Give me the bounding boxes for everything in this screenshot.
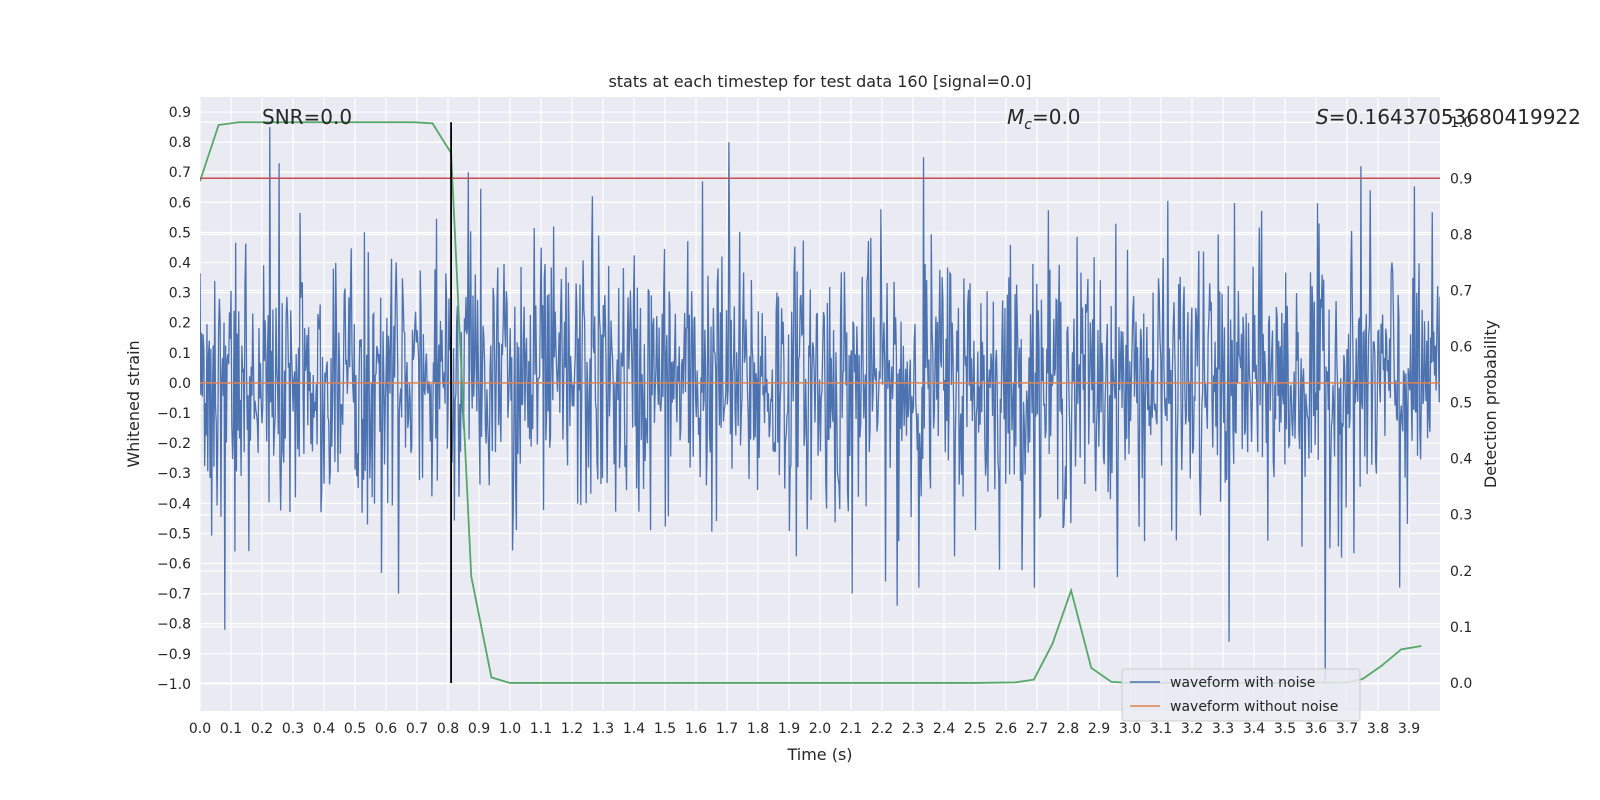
y-tick-label: −0.9 <box>157 647 191 663</box>
y-tick-label: −0.2 <box>157 436 191 452</box>
y-tick-label: −1.0 <box>157 677 191 693</box>
y-tick-label: −0.8 <box>157 617 191 633</box>
score-annotation: S=0.16437053680419922 <box>1316 105 1581 129</box>
y-tick-label: −0.6 <box>157 557 191 573</box>
x-tick-label: 2.6 <box>995 721 1017 737</box>
x-tick-label: 3.5 <box>1274 721 1296 737</box>
y2-tick-label: 1.0 <box>1450 115 1472 131</box>
y-tick-label: 0.6 <box>169 195 191 211</box>
x-tick-label: 0.0 <box>189 721 211 737</box>
x-axis-label: Time (s) <box>786 745 852 764</box>
x-tick-label: 0.1 <box>220 721 242 737</box>
x-tick-label: 3.6 <box>1305 721 1327 737</box>
y-tick-label: −0.3 <box>157 466 191 482</box>
x-tick-label: 3.2 <box>1181 721 1203 737</box>
y2-tick-label: 0.2 <box>1450 564 1472 580</box>
y2-tick-label: 0.8 <box>1450 227 1472 243</box>
x-tick-label: 1.3 <box>592 721 614 737</box>
x-tick-label: 1.6 <box>685 721 707 737</box>
y2-tick-label: 0.6 <box>1450 340 1472 356</box>
y-tick-label: 0.3 <box>169 286 191 302</box>
x-tick-label: 0.4 <box>313 721 335 737</box>
legend-label-clean: waveform without noise <box>1170 699 1338 715</box>
score-symbol: S <box>1316 105 1329 129</box>
y2-tick-label: 0.3 <box>1450 508 1472 524</box>
y2-axis-label: Detection probability <box>1481 320 1500 488</box>
y2-tick-labels: 1.0 0.9 0.8 0.7 0.6 0.5 0.4 0.3 0.2 0.1 0.0 <box>1450 115 1472 692</box>
y-tick-label: −0.7 <box>157 587 191 603</box>
y2-tick-label: 0.9 <box>1450 171 1472 187</box>
chart-title: stats at each timestep for test data 160… <box>608 72 1031 91</box>
chirp-mass-annotation: Mc=0.0 <box>1007 105 1081 133</box>
x-tick-label: 3.4 <box>1243 721 1265 737</box>
legend-label-noise: waveform with noise <box>1170 675 1315 691</box>
y-tick-label: 0.2 <box>169 316 191 332</box>
x-tick-label: 0.5 <box>344 721 366 737</box>
y-tick-label: −0.4 <box>157 496 191 512</box>
x-tick-label: 0.2 <box>251 721 273 737</box>
y2-tick-label: 0.0 <box>1450 676 1472 692</box>
legend: waveform with noise waveform without noi… <box>1121 668 1361 722</box>
x-tick-label: 1.9 <box>778 721 800 737</box>
x-tick-label: 2.1 <box>840 721 862 737</box>
chirp-mass-value: =0.0 <box>1032 105 1081 129</box>
series-waveform-with-noise <box>200 127 1440 684</box>
y-tick-label: 0.5 <box>169 225 191 241</box>
x-tick-label: 2.7 <box>1026 721 1048 737</box>
y-axis-label: Whitened strain <box>124 340 143 467</box>
x-tick-label: 0.6 <box>375 721 397 737</box>
x-tick-label: 1.0 <box>499 721 521 737</box>
x-tick-label: 2.8 <box>1057 721 1079 737</box>
x-tick-label: 0.3 <box>282 721 304 737</box>
x-tick-label: 1.2 <box>561 721 583 737</box>
x-tick-label: 3.9 <box>1398 721 1420 737</box>
x-tick-label: 1.8 <box>747 721 769 737</box>
x-tick-label: 2.2 <box>871 721 893 737</box>
snr-annotation: SNR=0.0 <box>262 105 352 129</box>
x-tick-label: 0.9 <box>468 721 490 737</box>
x-tick-label: 2.4 <box>933 721 955 737</box>
x-tick-label: 1.5 <box>654 721 676 737</box>
x-tick-label: 1.7 <box>716 721 738 737</box>
y2-tick-label: 0.5 <box>1450 396 1472 412</box>
y-tick-label: 0.7 <box>169 165 191 181</box>
y-tick-labels: 0.9 0.8 0.7 0.6 0.5 0.4 0.3 0.2 0.1 0.0 −0.1 −0.2 −0… <box>157 105 191 693</box>
x-tick-label: 1.4 <box>623 721 645 737</box>
chirp-mass-symbol: M <box>1007 105 1024 129</box>
y-tick-label: −0.5 <box>157 526 191 542</box>
x-tick-label: 2.9 <box>1088 721 1110 737</box>
y-tick-label: −0.1 <box>157 406 191 422</box>
y2-tick-label: 0.4 <box>1450 452 1472 468</box>
y-tick-label: 0.4 <box>169 256 191 272</box>
x-tick-label: 3.7 <box>1336 721 1358 737</box>
x-tick-label: 3.1 <box>1150 721 1172 737</box>
legend-box <box>1121 668 1361 722</box>
y-tick-label: 0.1 <box>169 346 191 362</box>
x-tick-label: 2.5 <box>964 721 986 737</box>
y2-tick-label: 0.7 <box>1450 283 1472 299</box>
x-tick-label: 1.1 <box>530 721 552 737</box>
x-tick-labels: 0.0 0.1 0.2 0.3 0.4 0.5 0.6 0.7 0.8 0.9 1.0 1.1 1.2 1… <box>189 721 1420 737</box>
score-value: =0.16437053680419922 <box>1329 105 1581 129</box>
y-gridlines <box>200 111 1440 685</box>
x-tick-label: 2.3 <box>902 721 924 737</box>
x-tick-label: 2.0 <box>809 721 831 737</box>
x-tick-label: 0.8 <box>437 721 459 737</box>
y-tick-label: 0.0 <box>169 376 191 392</box>
chirp-mass-subscript: c <box>1024 117 1032 133</box>
y-tick-label: 0.9 <box>169 105 191 121</box>
x-tick-label: 3.8 <box>1367 721 1389 737</box>
x-tick-label: 3.3 <box>1212 721 1234 737</box>
y2-tick-label: 0.1 <box>1450 620 1472 636</box>
x-tick-label: 3.0 <box>1119 721 1141 737</box>
y-tick-label: 0.8 <box>169 135 191 151</box>
x-tick-label: 0.7 <box>406 721 428 737</box>
